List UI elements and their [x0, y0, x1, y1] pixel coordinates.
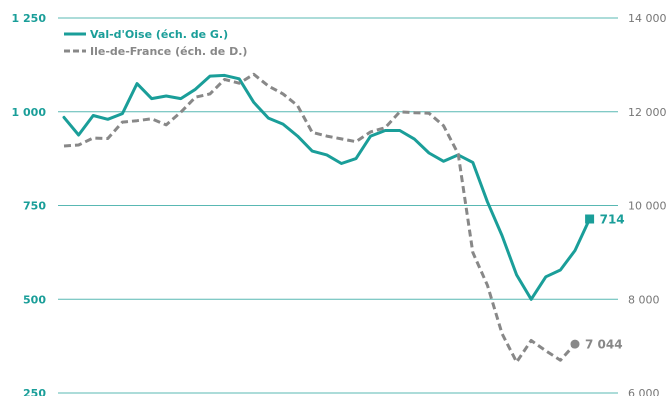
right-tick-label: 10 000	[628, 200, 667, 213]
left-tick-label: 1 250	[12, 12, 47, 25]
right-tick-label: 6 000	[628, 387, 660, 396]
legend-label: Ile-de-France (éch. de D.)	[90, 45, 247, 58]
right-tick-label: 12 000	[628, 106, 667, 119]
gridlines	[58, 17, 618, 394]
right-tick-label: 14 000	[628, 12, 667, 25]
right-axis: 6 000 8 000 10 000 12 000 14 000	[628, 12, 667, 396]
legend-label: Val-d'Oise (éch. de G.)	[90, 28, 228, 41]
legend: Val-d'Oise (éch. de G.) Ile-de-France (éc…	[64, 28, 247, 58]
series-line-val-doise	[62, 73, 592, 301]
series-line-ile-de-france	[63, 72, 577, 364]
end-marker-val-doise	[585, 214, 595, 224]
right-tick-label: 8 000	[628, 293, 660, 306]
left-tick-label: 750	[23, 200, 46, 213]
end-marker-ile-de-france	[570, 339, 580, 349]
series-layer: 714 7 044	[62, 72, 625, 364]
end-label-ile-de-france: 7 044	[585, 338, 623, 352]
left-tick-label: 250	[23, 387, 46, 396]
left-axis: 250 500 750 1 000 1 250	[12, 12, 47, 396]
left-tick-label: 1 000	[12, 106, 47, 119]
left-tick-label: 500	[23, 293, 46, 306]
end-label-val-doise: 714	[600, 213, 625, 227]
